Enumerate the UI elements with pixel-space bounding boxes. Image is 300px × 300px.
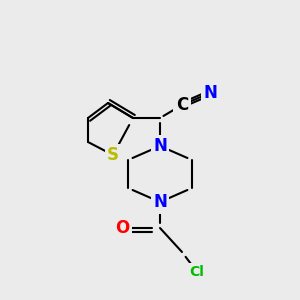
Text: N: N bbox=[153, 137, 167, 155]
Text: Cl: Cl bbox=[190, 265, 204, 279]
Text: N: N bbox=[203, 84, 217, 102]
Text: N: N bbox=[153, 193, 167, 211]
Text: C: C bbox=[176, 96, 188, 114]
Text: O: O bbox=[115, 219, 129, 237]
Text: S: S bbox=[107, 146, 119, 164]
